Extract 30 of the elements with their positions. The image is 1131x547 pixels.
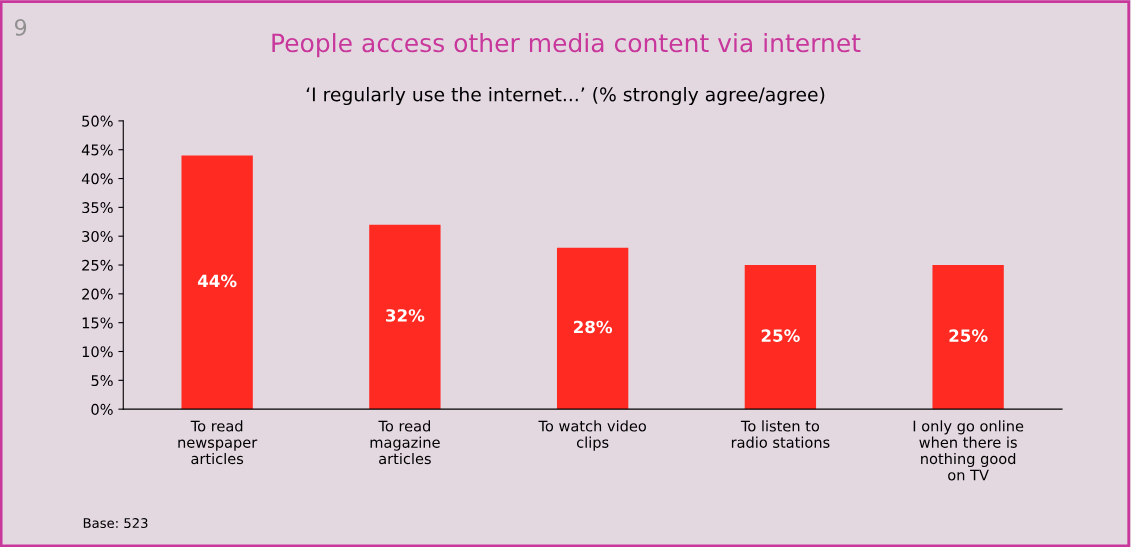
- chart-subtitle: ‘I regularly use the internet...’ (% strongly agree/agree): [306, 86, 825, 106]
- bar: [181, 155, 253, 410]
- y-tick-label: 50%: [82, 115, 113, 127]
- data-label: 25%: [949, 329, 988, 342]
- x-tick-label: To read newspaper articles: [178, 420, 258, 465]
- y-tick-label: 40%: [81, 173, 113, 185]
- y-tick-label: 20%: [82, 288, 113, 300]
- y-tick-label: 10%: [82, 346, 113, 358]
- data-label: 44%: [197, 274, 237, 288]
- bar: [369, 224, 441, 410]
- y-tick-label: 5%: [91, 375, 113, 387]
- data-label: 32%: [386, 309, 425, 322]
- y-tick-label: 25%: [82, 259, 113, 271]
- y-tick-label: 45%: [81, 144, 113, 156]
- bar: [556, 247, 629, 410]
- x-tick-label: I only go online when there is nothing good on TV: [913, 420, 1024, 481]
- text: 9: [14, 19, 27, 36]
- x-tick-label: To listen to radio stations: [731, 420, 830, 448]
- x-tick-label: To watch video clips: [538, 420, 646, 451]
- y-tick-label: 0%: [91, 403, 113, 415]
- chart-title: People access other media content via internet: [272, 32, 861, 58]
- bar: [932, 265, 1004, 410]
- data-label: 25%: [761, 329, 800, 342]
- x-tick-label: To read magazine articles: [370, 420, 440, 465]
- y-tick-label: 35%: [82, 202, 113, 214]
- data-label: 28%: [574, 320, 613, 334]
- y-tick-label: 30%: [82, 230, 113, 242]
- bar: [744, 265, 817, 410]
- y-tick-label: 15%: [82, 317, 113, 329]
- text: Base: 523: [83, 518, 148, 529]
